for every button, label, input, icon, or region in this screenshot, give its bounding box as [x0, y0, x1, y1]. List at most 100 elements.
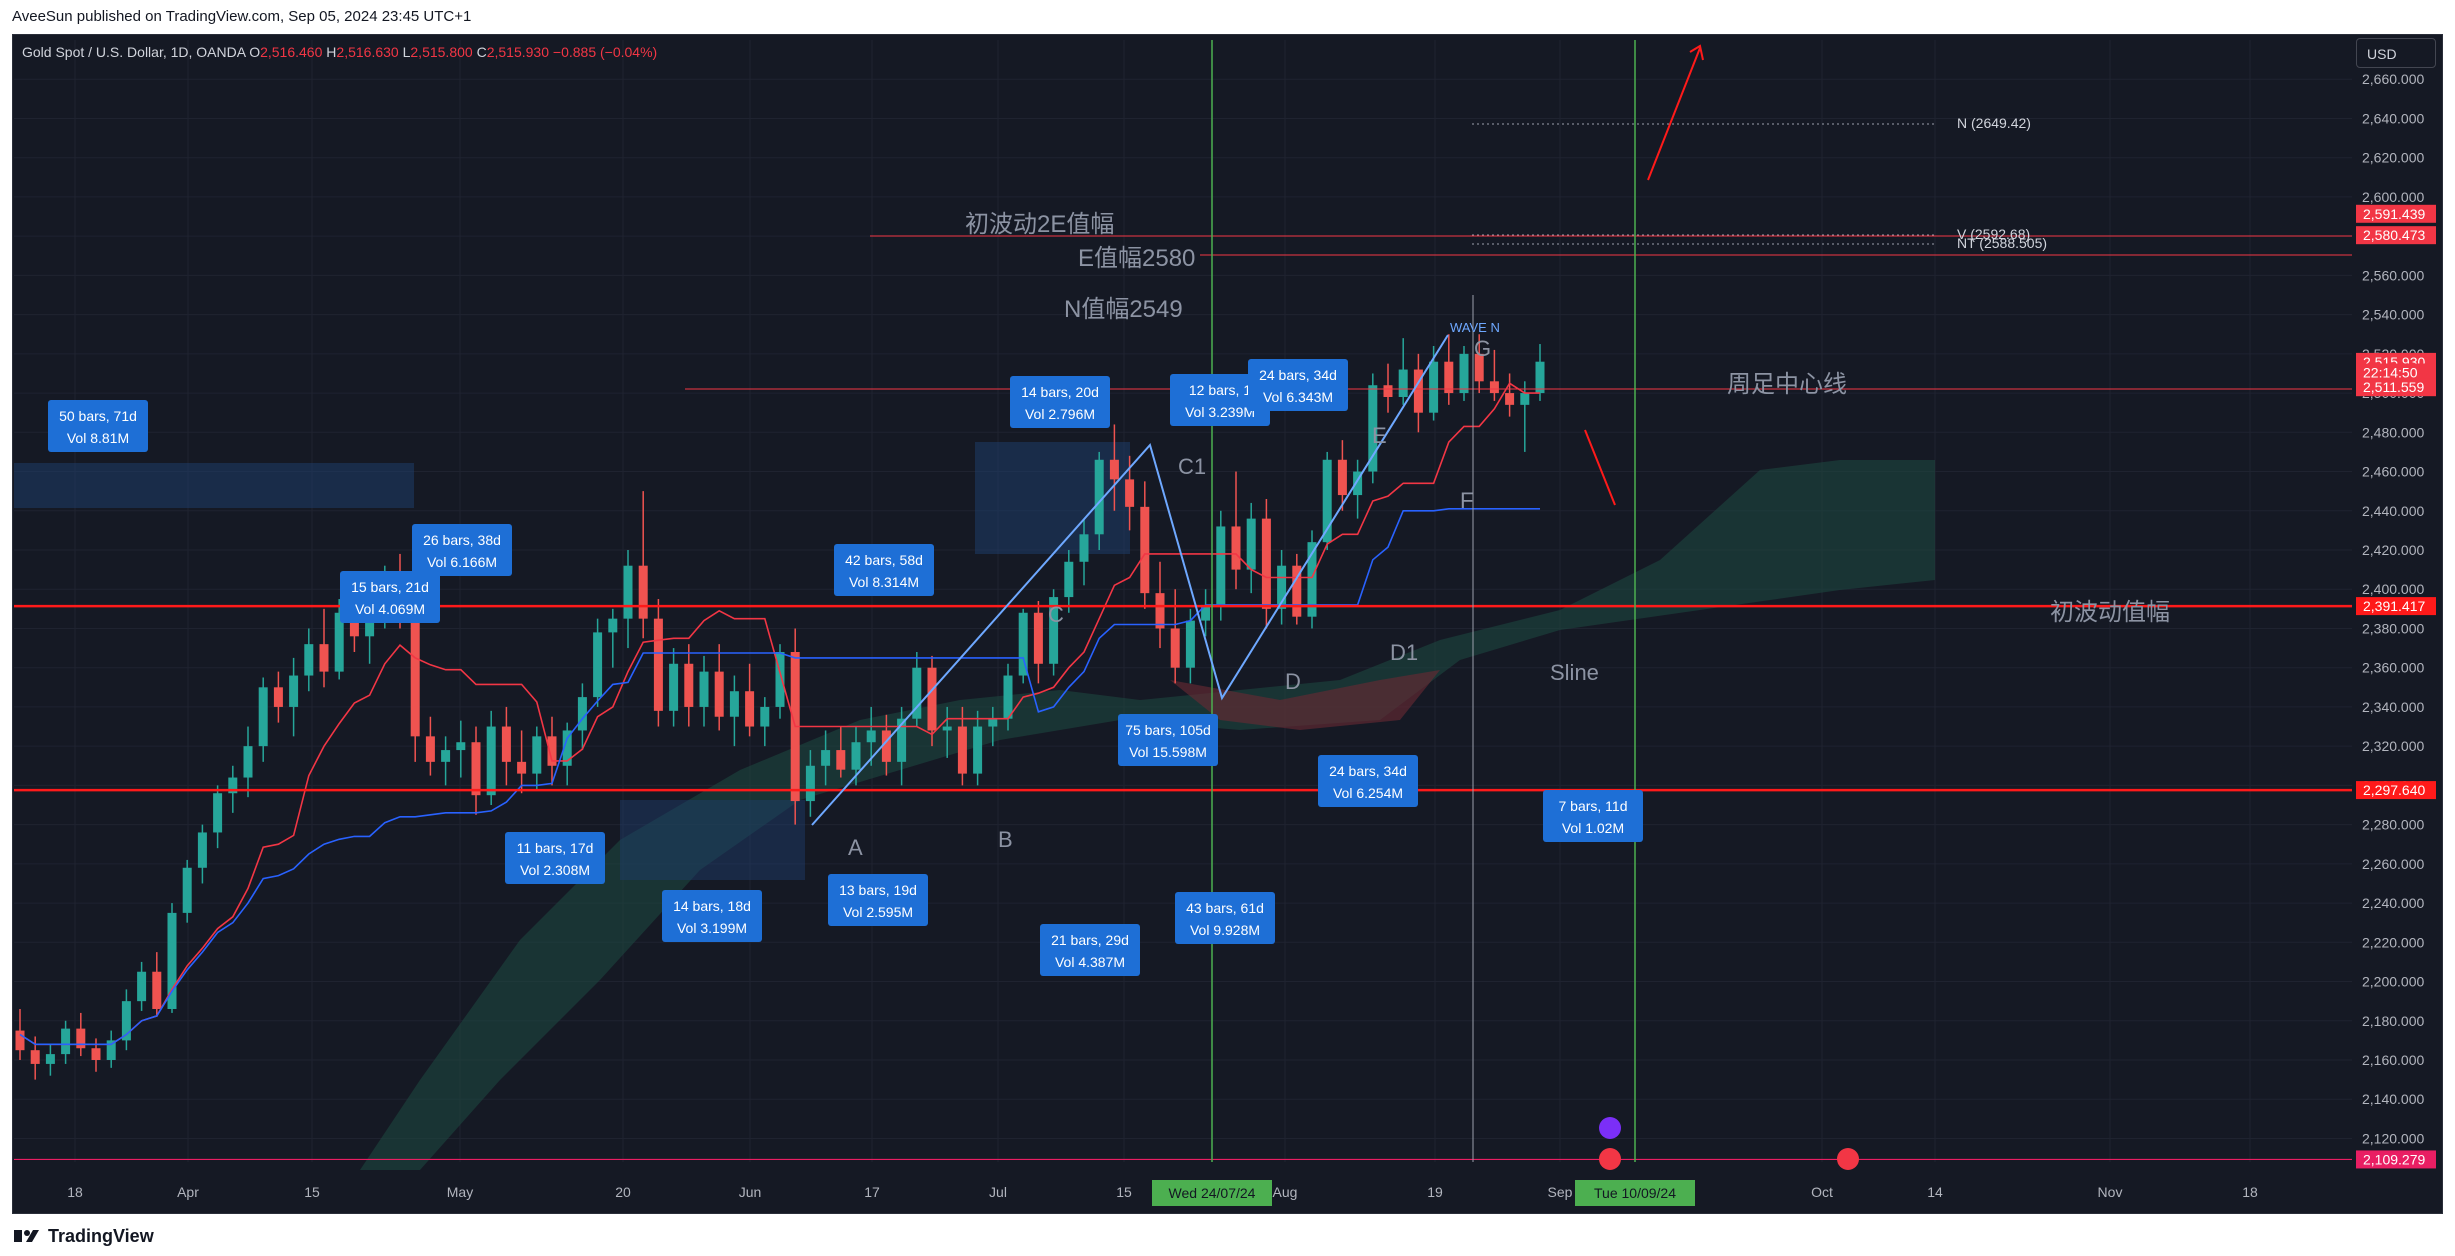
range-box-bars: 12 bars, 1: [1189, 382, 1251, 398]
price-tick-label: 2,560.000: [2362, 267, 2424, 283]
range-box-bars: 13 bars, 19d: [839, 882, 917, 898]
date-tick-label: Apr: [177, 1184, 199, 1200]
price-tick-label: 2,140.000: [2362, 1091, 2424, 1107]
range-box-bars: 50 bars, 71d: [59, 408, 137, 424]
wave-label-A: A: [848, 835, 863, 860]
candle-body: [775, 652, 785, 707]
range-box-vol: Vol 6.343M: [1263, 389, 1333, 405]
range-box: [340, 571, 440, 623]
close-value: 2,515.930: [486, 44, 549, 60]
date-tick-label: 15: [1116, 1184, 1132, 1200]
candle-body: [821, 750, 831, 766]
candle-body: [1383, 385, 1393, 397]
open-value: 2,516.460: [260, 44, 323, 60]
candle-body: [517, 761, 527, 774]
range-box-vol: Vol 2.796M: [1025, 406, 1095, 422]
wave-label-E: E: [1372, 423, 1387, 448]
candle-body: [897, 718, 907, 762]
currency-selector[interactable]: USD: [2356, 38, 2436, 68]
price-tick-label: 2,200.000: [2362, 974, 2424, 990]
date-tick-label: 18: [67, 1184, 83, 1200]
candle-body: [1277, 565, 1287, 609]
range-box-vol: Vol 3.239M: [1185, 404, 1255, 420]
candle-body: [547, 736, 557, 766]
date-highlight: [1152, 1180, 1272, 1206]
price-tick-label: 2,360.000: [2362, 660, 2424, 676]
symbol-title[interactable]: Gold Spot / U.S. Dollar, 1D, OANDA: [22, 44, 246, 60]
price-tick-label: 2,380.000: [2362, 620, 2424, 636]
price-tick-label: 2,400.000: [2362, 581, 2424, 597]
candle-body: [167, 912, 177, 1009]
candle-body: [942, 726, 952, 731]
range-box-bars: 42 bars, 58d: [845, 552, 923, 568]
price-badge-label: 2,511.559: [2363, 379, 2424, 395]
candle-body: [1094, 459, 1104, 535]
range-box-vol: Vol 3.199M: [677, 920, 747, 936]
candle-body: [988, 718, 998, 727]
wave-label-WAVE-N: WAVE N: [1450, 320, 1500, 335]
tenkan-line: [19, 382, 1540, 1046]
candle-body: [532, 736, 542, 774]
price-badge: [2356, 1150, 2436, 1169]
candle-body: [258, 687, 268, 747]
tradingview-brand[interactable]: TradingView: [48, 1226, 154, 1246]
high-value: 2,516.630: [336, 44, 399, 60]
candle-body: [684, 663, 694, 707]
range-box: [1040, 924, 1140, 976]
date-tick-label: 14: [1927, 1184, 1943, 1200]
wave-label-D1: D1: [1390, 640, 1418, 665]
wave-label-C: C: [1048, 602, 1064, 627]
open-label: O: [249, 44, 261, 60]
candle-body: [334, 612, 344, 672]
range-box-vol: Vol 2.595M: [843, 904, 913, 920]
candle-body: [304, 644, 314, 676]
range-box-bars: 43 bars, 61d: [1186, 900, 1264, 916]
range-box: [828, 874, 928, 926]
low-value: 2,515.800: [410, 44, 473, 60]
date-tick-label: Nov: [2098, 1184, 2123, 1200]
candle-body: [1170, 628, 1180, 668]
candle-body: [106, 1040, 116, 1060]
price-badge-label: 2,591.439: [2363, 206, 2425, 222]
wave-path: [811, 334, 1449, 826]
price-tick-label: 2,460.000: [2362, 464, 2424, 480]
target-label-2: NT (2588.505): [1957, 235, 2047, 251]
candle-body: [805, 765, 815, 802]
date-tick-label: 17: [864, 1184, 880, 1200]
candle-body: [1474, 353, 1484, 382]
annotation-text-4: 初波动值幅: [2050, 599, 2170, 626]
price-tick-label: 2,160.000: [2362, 1052, 2424, 1068]
candle-body: [213, 793, 223, 833]
change-value: −0.885 (−0.04%): [552, 44, 658, 60]
price-tick-label: 2,620.000: [2362, 150, 2424, 166]
candle-body: [1140, 506, 1150, 594]
range-box-bars: 14 bars, 20d: [1021, 384, 1099, 400]
candle-body: [714, 671, 724, 717]
price-tick-label: 2,320.000: [2362, 738, 2424, 754]
annotation-text-5: Sline: [1550, 660, 1599, 685]
target-label-0: N (2649.42): [1957, 115, 2031, 131]
date-tick-label: Oct: [1811, 1184, 1833, 1200]
range-shade: [975, 442, 1130, 554]
candle-body: [1489, 381, 1499, 394]
tradingview-logo-icon: [14, 1230, 39, 1242]
price-badge-label: 22:14:50: [2363, 364, 2418, 380]
range-box-bars: 26 bars, 38d: [423, 532, 501, 548]
candle-body: [1353, 471, 1363, 496]
price-badge-label: 2,580.473: [2363, 227, 2425, 243]
candle-body: [471, 742, 481, 796]
date-tick-label: May: [447, 1184, 473, 1200]
date-tick-label: Aug: [1273, 1184, 1298, 1200]
event-flag-icon: [1837, 1148, 1859, 1170]
range-box-vol: Vol 6.166M: [427, 554, 497, 570]
date-tick-label: 20: [615, 1184, 631, 1200]
candle-body: [486, 726, 496, 796]
range-box: [1118, 714, 1218, 766]
candle-body: [577, 697, 587, 731]
candle-body: [1033, 612, 1043, 664]
price-tick-label: 2,120.000: [2362, 1130, 2424, 1146]
candle-body: [228, 777, 238, 794]
candle-body: [1368, 385, 1378, 472]
candle-body: [273, 687, 283, 707]
